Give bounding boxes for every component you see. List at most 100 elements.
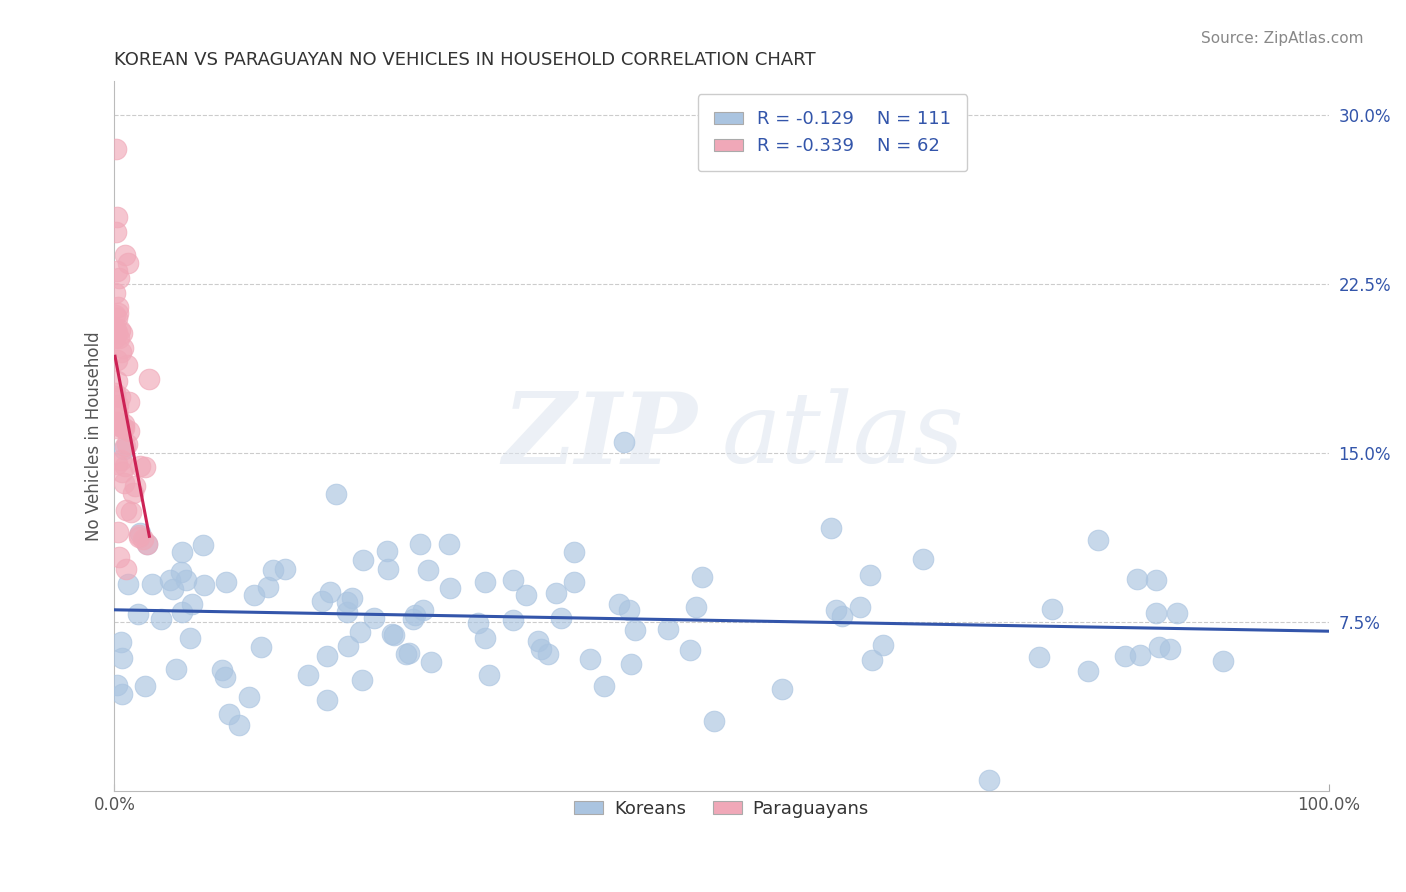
Point xyxy=(409,537,432,551)
Point xyxy=(105,678,128,692)
Point xyxy=(502,613,524,627)
Point xyxy=(703,714,725,729)
Point xyxy=(132,532,155,546)
Point xyxy=(104,286,127,301)
Point xyxy=(1166,607,1188,621)
Point xyxy=(105,325,128,339)
Point xyxy=(319,584,342,599)
Point xyxy=(1129,648,1152,662)
Point xyxy=(349,625,371,640)
Point xyxy=(111,465,134,479)
Point xyxy=(860,653,883,667)
Point xyxy=(402,612,425,626)
Point xyxy=(127,607,149,621)
Point xyxy=(110,634,132,648)
Point xyxy=(537,647,560,661)
Point xyxy=(624,623,647,637)
Point xyxy=(218,706,240,721)
Point xyxy=(352,553,374,567)
Point xyxy=(165,662,187,676)
Point xyxy=(111,421,134,435)
Point xyxy=(243,588,266,602)
Point xyxy=(256,580,278,594)
Point xyxy=(375,544,398,558)
Point xyxy=(110,323,132,337)
Point xyxy=(274,562,297,576)
Point xyxy=(128,525,150,540)
Point xyxy=(136,537,159,551)
Point xyxy=(419,655,441,669)
Point xyxy=(1144,573,1167,587)
Point xyxy=(613,434,636,449)
Point xyxy=(193,538,215,552)
Point xyxy=(825,603,848,617)
Point xyxy=(1114,649,1136,664)
Point xyxy=(159,573,181,587)
Point xyxy=(336,595,359,609)
Point xyxy=(105,415,128,429)
Point xyxy=(118,395,141,409)
Point xyxy=(104,309,127,323)
Point xyxy=(382,628,405,642)
Point xyxy=(620,657,643,672)
Point xyxy=(107,398,129,412)
Point xyxy=(104,323,127,337)
Text: KOREAN VS PARAGUAYAN NO VEHICLES IN HOUSEHOLD CORRELATION CHART: KOREAN VS PARAGUAYAN NO VEHICLES IN HOUS… xyxy=(114,51,815,69)
Point xyxy=(478,667,501,681)
Point xyxy=(179,631,201,645)
Point xyxy=(115,437,138,451)
Point xyxy=(110,345,132,359)
Point xyxy=(439,537,461,551)
Point xyxy=(107,408,129,422)
Point xyxy=(848,600,870,615)
Point xyxy=(1144,606,1167,620)
Point xyxy=(107,417,129,431)
Point xyxy=(831,609,853,624)
Point xyxy=(104,386,127,401)
Point xyxy=(176,574,198,588)
Text: atlas: atlas xyxy=(721,389,965,484)
Point xyxy=(150,612,173,626)
Point xyxy=(141,577,163,591)
Point xyxy=(110,453,132,467)
Point xyxy=(112,442,135,456)
Point xyxy=(193,578,215,592)
Point xyxy=(544,586,567,600)
Point xyxy=(128,530,150,544)
Point xyxy=(136,537,159,551)
Point xyxy=(112,341,135,355)
Point xyxy=(474,631,496,645)
Point xyxy=(104,330,127,344)
Point xyxy=(105,210,128,224)
Point xyxy=(105,352,128,367)
Point xyxy=(474,575,496,590)
Point xyxy=(104,323,127,337)
Point xyxy=(526,634,548,648)
Point xyxy=(617,603,640,617)
Point xyxy=(529,641,551,656)
Point xyxy=(515,588,537,602)
Point xyxy=(352,673,374,687)
Point xyxy=(170,545,193,559)
Point xyxy=(342,591,364,605)
Point xyxy=(211,664,233,678)
Point xyxy=(104,416,127,430)
Point xyxy=(316,648,339,663)
Point xyxy=(105,264,128,278)
Point xyxy=(122,485,145,500)
Point xyxy=(162,582,184,596)
Point xyxy=(690,570,713,584)
Point xyxy=(316,692,339,706)
Text: ZIP: ZIP xyxy=(502,388,697,484)
Point xyxy=(170,565,193,579)
Point xyxy=(111,650,134,665)
Point xyxy=(1159,642,1181,657)
Point xyxy=(770,682,793,697)
Point xyxy=(124,479,146,493)
Point xyxy=(115,503,138,517)
Point xyxy=(104,225,127,239)
Point xyxy=(1028,650,1050,665)
Point xyxy=(550,611,572,625)
Point xyxy=(104,421,127,435)
Point xyxy=(336,605,359,619)
